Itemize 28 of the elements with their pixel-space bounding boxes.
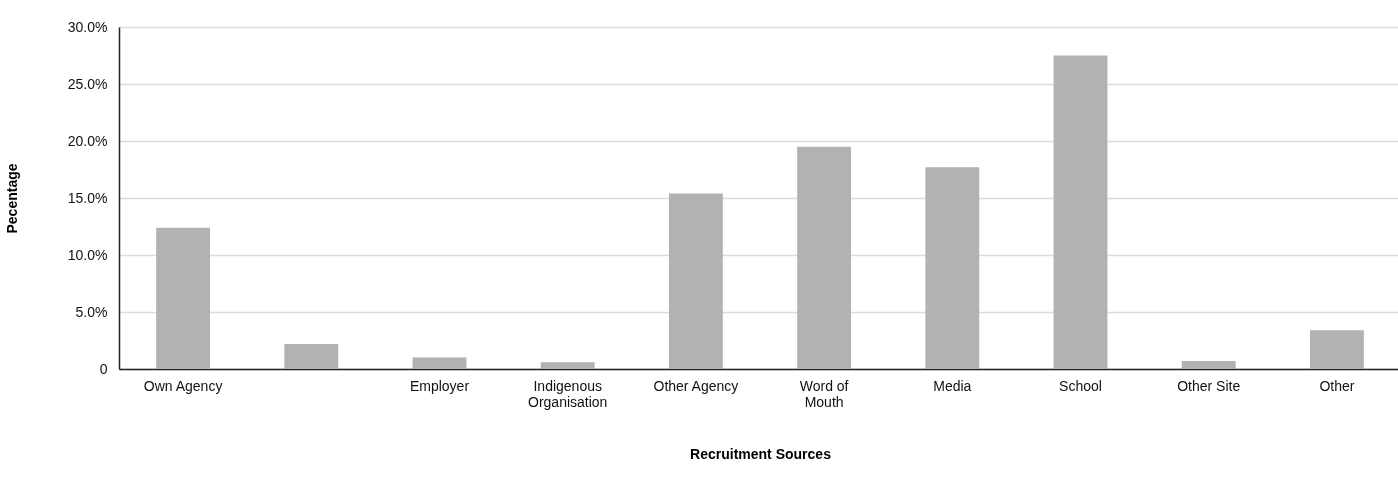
y-tick-label: 10.0% — [67, 246, 108, 263]
x-axis-title: Recruitment Sources — [690, 445, 832, 462]
bar — [156, 227, 211, 369]
bar — [1309, 330, 1364, 369]
x-tick-label: School — [1059, 377, 1102, 394]
y-tick-label: 25.0% — [67, 75, 108, 92]
y-tick-label: 30.0% — [67, 18, 108, 35]
x-tick-label: Other — [1319, 377, 1355, 394]
bar — [1181, 361, 1236, 369]
bar — [540, 362, 595, 369]
bar — [668, 193, 723, 369]
x-tick-label: Indigenous Organisation — [528, 377, 608, 410]
x-tick-label: Word of Mouth — [799, 377, 849, 410]
x-tick-label: Media — [933, 377, 972, 394]
y-tick-label: 20.0% — [67, 132, 108, 149]
bar — [1053, 55, 1108, 369]
bar — [412, 357, 467, 369]
x-tick-label: Other Site — [1177, 377, 1241, 394]
y-tick-label: 15.0% — [67, 189, 108, 206]
bar — [284, 343, 339, 369]
bar — [925, 167, 980, 369]
y-tick-label: 0 — [99, 360, 108, 377]
y-axis-title: Pecentage — [3, 163, 20, 234]
x-tick-label: Own Agency — [143, 377, 223, 394]
y-tick-label: 5.0% — [75, 303, 108, 320]
bar — [797, 146, 852, 369]
x-tick-label: Other Agency — [653, 377, 739, 394]
x-tick-label: Employer — [409, 377, 470, 394]
